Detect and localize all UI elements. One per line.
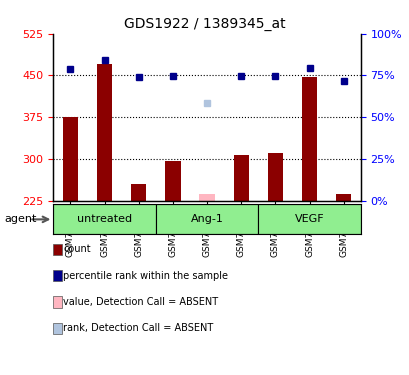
- Text: Ang-1: Ang-1: [190, 214, 223, 224]
- Text: untreated: untreated: [77, 214, 132, 224]
- Bar: [97, 64, 112, 201]
- Bar: [258, 204, 360, 234]
- Text: VEGF: VEGF: [294, 214, 324, 224]
- Bar: [233, 155, 248, 201]
- Bar: [131, 184, 146, 201]
- Text: GDS1922 / 1389345_at: GDS1922 / 1389345_at: [124, 17, 285, 31]
- Bar: [165, 160, 180, 201]
- Bar: [199, 194, 214, 201]
- Text: agent: agent: [4, 214, 36, 224]
- Text: value, Detection Call = ABSENT: value, Detection Call = ABSENT: [63, 297, 218, 307]
- Bar: [53, 204, 155, 234]
- Bar: [301, 77, 317, 201]
- Bar: [63, 117, 78, 201]
- Text: count: count: [63, 244, 90, 254]
- Bar: [267, 153, 282, 201]
- Bar: [335, 194, 351, 201]
- Text: rank, Detection Call = ABSENT: rank, Detection Call = ABSENT: [63, 323, 213, 333]
- Text: percentile rank within the sample: percentile rank within the sample: [63, 271, 227, 280]
- Bar: [155, 204, 258, 234]
